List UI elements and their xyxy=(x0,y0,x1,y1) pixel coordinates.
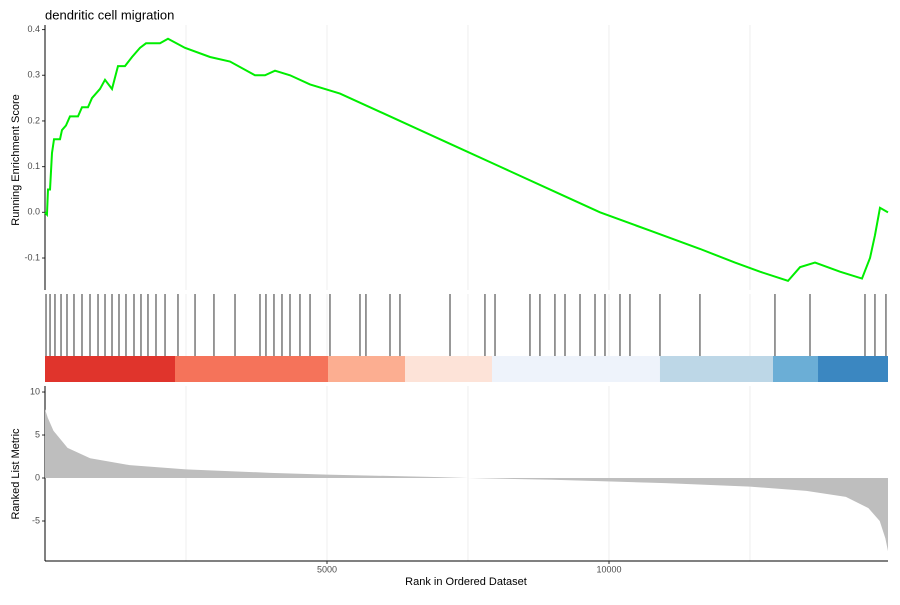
score-line xyxy=(44,37,889,283)
y-tick-label: 0.2 xyxy=(27,115,40,125)
rank-band xyxy=(659,356,774,382)
metric-area xyxy=(45,409,888,552)
y-tick-label: 0.1 xyxy=(27,161,40,171)
y-tick-label: 0 xyxy=(35,472,40,482)
y-axis-title: Running Enrichment Score xyxy=(10,94,22,225)
rank-band xyxy=(45,356,176,382)
y-tick-label: -5 xyxy=(32,515,40,525)
rank-band xyxy=(492,356,660,382)
chart-title: dendritic cell migration xyxy=(45,7,174,22)
y-tick-label: 0.3 xyxy=(27,70,40,80)
x-axis-title: Rank in Ordered Dataset xyxy=(405,576,527,588)
rank-band xyxy=(328,356,405,382)
y-tick-label: 0.0 xyxy=(27,207,40,217)
y-tick-label: 5 xyxy=(35,429,40,439)
y-axis-title: Ranked List Metric xyxy=(10,428,22,520)
x-tick-label: 5000 xyxy=(317,564,337,574)
rank-band xyxy=(404,356,493,382)
y-tick-label: 10 xyxy=(30,386,40,396)
rank-band xyxy=(175,356,329,382)
y-tick-label: -0.1 xyxy=(24,252,40,262)
rank-band xyxy=(818,356,888,382)
rank-band xyxy=(773,356,819,382)
y-tick-label: 0.4 xyxy=(27,24,40,34)
x-tick-label: 10000 xyxy=(596,564,621,574)
